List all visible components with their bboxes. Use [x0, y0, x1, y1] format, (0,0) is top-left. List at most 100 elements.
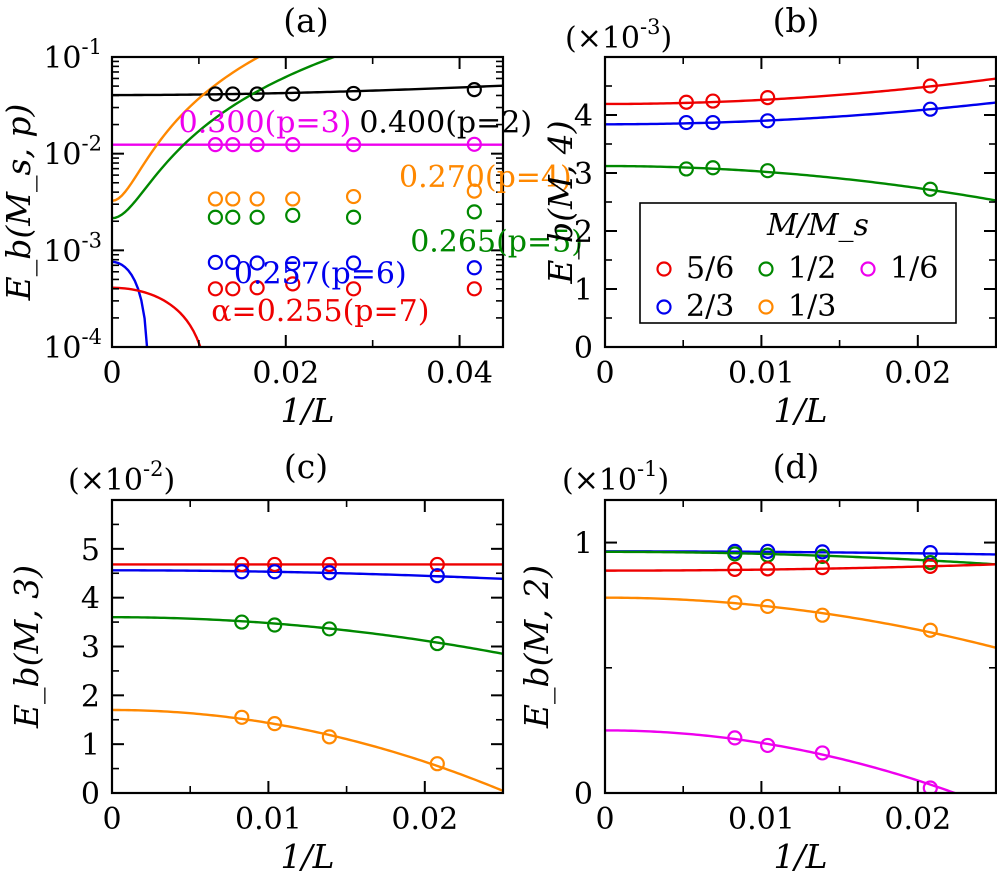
y-tick-base: 10: [43, 234, 81, 269]
data-point-2/3-2: [814, 544, 830, 560]
fit-line-0.270(p=4): [112, 57, 262, 203]
data-point-0.257(p=6)-1: [225, 254, 241, 271]
axes-frame: [110, 498, 505, 795]
x-tick-label: 0.02: [252, 356, 319, 391]
y-tick-base: 10: [43, 41, 81, 76]
series-label-α=0.255(p=7): α=0.255(p=7): [211, 294, 429, 329]
legend-label-5/6: 5/6: [686, 251, 734, 286]
y-tick-exponent: -4: [82, 325, 102, 349]
y-axis-label: E_b(M_s, p): [0, 104, 39, 302]
data-point-0.300(p=3)-1: [225, 137, 241, 153]
data-point-0.270(p=4)-3: [285, 191, 301, 207]
fit-line-5/6: [605, 77, 996, 106]
data-point-0.400(p=2)-1: [225, 86, 241, 102]
data-point-1/2-0: [234, 614, 250, 630]
fit-line-α=0.255(p=7): [112, 286, 202, 347]
data-markers: [234, 556, 445, 772]
fit-curves: [605, 550, 996, 793]
legend-label-1/3: 1/3: [788, 289, 836, 324]
data-point-2/3-0: [234, 564, 250, 580]
data-point-α=0.255(p=7)-3: [285, 276, 301, 292]
y-tick-label: 3: [574, 157, 593, 192]
data-point-1/2-3: [429, 635, 445, 652]
series-label-0.300(p=3): 0.300(p=3): [179, 106, 352, 141]
data-point-2/3-3: [429, 568, 445, 584]
data-point-α=0.255(p=7)-0: [207, 281, 223, 297]
y-tick-label: 4: [574, 99, 593, 134]
data-point-0.257(p=6)-2: [249, 255, 265, 271]
data-point-5/6-0: [678, 94, 694, 110]
y-multiplier-base: (×10: [68, 463, 143, 498]
series-label-0.265(p=5): 0.265(p=5): [410, 225, 583, 260]
data-point-0.270(p=4)-0: [207, 191, 223, 207]
y-multiplier-close: ): [660, 21, 672, 56]
y-tick-label: 5: [81, 533, 100, 568]
y-multiplier-close: ): [657, 463, 669, 498]
panel-d: 0 0.01 0.02 0 1 (d) (×10-1) 1/L E_b(M, 2): [517, 447, 997, 876]
x-axis-label: 1/L: [280, 837, 334, 876]
data-point-0.265(p=5)-0: [207, 209, 223, 225]
y-tick-label: 0: [574, 331, 593, 366]
fit-line-1/3: [112, 708, 503, 792]
y-tick-exponent: -3: [82, 228, 102, 252]
fit-line-2/3: [112, 569, 503, 581]
panel-title: (c): [284, 447, 328, 486]
data-markers: [678, 78, 938, 197]
data-point-1/2-3: [922, 181, 938, 197]
y-tick-label: 2: [81, 679, 100, 714]
series-label-0.400(p=2): 0.400(p=2): [359, 106, 532, 141]
data-point-0.300(p=3)-0: [207, 137, 223, 153]
data-markers: [207, 82, 482, 297]
x-tick-label: 0.01: [728, 356, 795, 391]
y-tick-label: 10-1: [43, 35, 102, 76]
data-point-0.400(p=2)-5: [466, 82, 482, 98]
y-tick-exponent: -2: [82, 132, 102, 156]
data-point-0.265(p=5)-5: [466, 204, 482, 220]
axes-frame: [110, 55, 505, 349]
data-point-0.265(p=5)-1: [225, 209, 241, 225]
data-point-0.265(p=5)-4: [345, 209, 362, 225]
data-point-1/3-0: [727, 595, 743, 611]
legend-box: [639, 202, 957, 324]
data-point-1/6-3: [922, 780, 938, 793]
x-tick-label: 0.02: [391, 802, 458, 837]
data-point-0.265(p=5)-3: [285, 207, 301, 223]
data-point-5/6-2: [814, 560, 830, 576]
data-point-1/2-0: [678, 161, 694, 177]
y-tick-label: 10-3: [43, 228, 102, 269]
y-tick-label: 1: [574, 273, 593, 308]
data-point-2/3-1: [267, 564, 283, 580]
panel-title: (a): [283, 1, 328, 40]
legend-title: M/M_s: [766, 208, 869, 243]
data-point-0.257(p=6)-4: [345, 255, 362, 271]
y-axis-label: E_b(M, 4): [541, 120, 581, 284]
x-axis-label: 1/L: [280, 391, 334, 430]
data-point-1/3-0: [234, 709, 250, 725]
y-tick-label: 0: [574, 777, 593, 812]
data-point-2/3-2: [760, 113, 776, 129]
x-tick-label: 0.01: [235, 802, 302, 837]
fit-line-1/2: [605, 164, 996, 202]
y-tick-base: 10: [43, 138, 81, 173]
data-point-1/3-3: [429, 756, 445, 772]
data-point-0.300(p=3)-2: [249, 137, 265, 153]
data-point-1/2-1: [705, 160, 721, 176]
y-multiplier: (×10-1): [562, 457, 669, 498]
data-point-1/6-1: [760, 737, 776, 754]
data-point-5/6-3: [922, 558, 938, 574]
data-point-1/3-1: [267, 716, 283, 732]
y-tick-label: 2: [574, 215, 593, 250]
data-point-α=0.255(p=7)-4: [345, 281, 362, 297]
fit-line-1/3: [605, 596, 996, 649]
data-point-0.257(p=6)-0: [207, 254, 223, 271]
series-label-0.270(p=4): 0.270(p=4): [399, 160, 572, 195]
legend-marker-1/3: [758, 299, 774, 315]
fit-line-1/2: [112, 616, 503, 656]
fit-curves: [605, 77, 996, 202]
data-point-0.257(p=6)-3: [285, 255, 301, 272]
y-tick-label: 1: [574, 527, 593, 562]
fit-line-0.265(p=5): [112, 57, 338, 220]
data-point-0.300(p=3)-3: [285, 137, 301, 153]
y-tick-label: 1: [81, 728, 100, 763]
